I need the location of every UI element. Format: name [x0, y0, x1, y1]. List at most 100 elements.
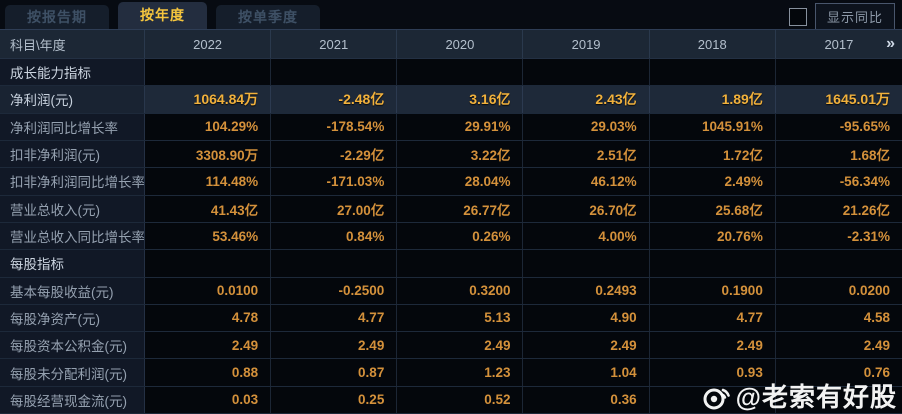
row-label: 每股指标: [0, 250, 145, 277]
table-row-undistributed-profit-per-share[interactable]: 每股未分配利润(元) 0.88 0.87 1.23 1.04 0.93 0.76: [0, 359, 902, 387]
cell-value: 2.49: [649, 332, 776, 359]
cell-value: 1.89亿: [649, 86, 776, 113]
header-year-label: 2019: [571, 36, 601, 52]
show-yoy-label[interactable]: 显示同比: [814, 3, 895, 30]
cell-value: -2.29亿: [271, 140, 398, 168]
cell-value: 1.72亿: [649, 140, 776, 168]
cell-value: 0.52: [397, 386, 524, 414]
cell-value: 0.3200: [397, 277, 524, 304]
cell-value: -2.48亿: [271, 86, 398, 113]
cell-value: 0.76: [775, 359, 902, 386]
row-label: 净利润(元): [0, 86, 145, 113]
header-year-2021: 2021: [271, 30, 398, 58]
header-year-2022: 2022: [145, 30, 272, 58]
cell-value: 27.00亿: [271, 195, 398, 222]
cell-value: 114.48%: [145, 168, 272, 195]
cell-value: 1.68亿: [775, 140, 902, 168]
table-row-net-profit-yoy[interactable]: 净利润同比增长率 104.29% -178.54% 29.91% 29.03% 1045.…: [0, 113, 902, 141]
cell-value: 0.1900: [649, 277, 776, 304]
row-label: 每股净资产(元): [0, 304, 145, 332]
cell-value: -178.54%: [271, 113, 398, 140]
row-label: 基本每股收益(元): [0, 277, 145, 304]
table-body: 成长能力指标 净利润(元) 1064.84万 -2.48亿 3.16亿 2.43亿 1.89…: [0, 59, 902, 414]
cell-value: 3.22亿: [397, 140, 524, 168]
table-row-per-share-indicators: 每股指标: [0, 250, 902, 278]
table-row-net-profit[interactable]: 净利润(元) 1064.84万 -2.48亿 3.16亿 2.43亿 1.89亿 1645.…: [0, 86, 902, 114]
row-label: 每股经营现金流(元): [0, 386, 145, 414]
cell-value: [775, 386, 902, 414]
row-label: 营业总收入同比增长率: [0, 222, 145, 250]
cell-value: 28.04%: [397, 168, 524, 195]
table-row-non-gaap-net-profit[interactable]: 扣非净利润(元) 3308.90万 -2.29亿 3.22亿 2.51亿 1.72亿 1.6…: [0, 140, 902, 169]
cell-value: 0.36: [523, 386, 650, 414]
cell-value: 4.77: [271, 304, 398, 332]
row-label: 扣非净利润(元): [0, 140, 145, 168]
cell-value: -56.34%: [775, 168, 902, 195]
table-row-total-revenue-yoy[interactable]: 营业总收入同比增长率 53.46% 0.84% 0.26% 4.00% 20.76% -2.…: [0, 222, 902, 251]
tab-strip: 按报告期 按年度 按单季度: [5, 2, 329, 29]
show-yoy-checkbox[interactable]: [788, 7, 807, 26]
cell-value: 2.49: [775, 332, 902, 359]
cell-value: [271, 59, 398, 86]
cell-value: 0.25: [271, 386, 398, 414]
cell-value: [397, 250, 524, 277]
row-label: 每股资本公积金(元): [0, 332, 145, 359]
cell-value: 1045.91%: [649, 113, 776, 140]
cell-value: [649, 250, 776, 277]
cell-value: [145, 59, 272, 86]
tab-by-year[interactable]: 按年度: [118, 2, 207, 29]
cell-value: 26.70亿: [523, 195, 650, 222]
table-row-operating-cashflow-per-share[interactable]: 每股经营现金流(元) 0.03 0.25 0.52 0.36: [0, 386, 902, 414]
cell-value: [775, 59, 902, 86]
cell-value: 3.16亿: [397, 86, 524, 113]
header-year-label: 2018: [697, 36, 727, 52]
cell-value: 4.77: [649, 304, 776, 332]
cell-value: 20.76%: [649, 222, 776, 250]
table-row-capital-reserve-per-share[interactable]: 每股资本公积金(元) 2.49 2.49 2.49 2.49 2.49 2.49: [0, 332, 902, 360]
cell-value: 1064.84万: [145, 86, 272, 113]
header-year-label: 2017: [824, 36, 854, 52]
cell-value: 4.78: [145, 304, 272, 332]
cell-value: -95.65%: [775, 113, 902, 140]
cell-value: 5.13: [397, 304, 524, 332]
cell-value: 4.90: [523, 304, 650, 332]
cell-value: 0.0200: [775, 277, 902, 304]
table-row-growth-indicators: 成长能力指标: [0, 59, 902, 87]
header-year-2019: 2019: [523, 30, 650, 58]
cell-value: 2.49: [145, 332, 272, 359]
cell-value: 4.58: [775, 304, 902, 332]
cell-value: 3308.90万: [145, 140, 272, 168]
cell-value: [649, 386, 776, 414]
table-row-total-revenue[interactable]: 营业总收入(元) 41.43亿 27.00亿 26.77亿 26.70亿 25.68亿 21…: [0, 195, 902, 223]
header-year-label: 2020: [445, 36, 475, 52]
header-corner-label: 科目\年度: [0, 30, 145, 58]
more-columns-chevron-icon[interactable]: »: [886, 35, 895, 52]
cell-value: -2.31%: [775, 222, 902, 250]
row-label: 净利润同比增长率: [0, 113, 145, 140]
table-header-row: 科目\年度 2022 2021 2020 2019 2018 2017 »: [0, 30, 902, 59]
cell-value: 0.26%: [397, 222, 524, 250]
cell-value: 2.49: [271, 332, 398, 359]
row-label: 每股未分配利润(元): [0, 359, 145, 386]
cell-value: [145, 250, 272, 277]
cell-value: 0.87: [271, 359, 398, 386]
tab-bar: 按报告期 按年度 按单季度: [0, 0, 902, 29]
tab-by-report-period[interactable]: 按报告期: [5, 5, 109, 29]
row-label: 扣非净利润同比增长率: [0, 168, 145, 195]
cell-value: 41.43亿: [145, 195, 272, 222]
table-row-non-gaap-net-profit-yoy[interactable]: 扣非净利润同比增长率 114.48% -171.03% 28.04% 46.12% 2.4…: [0, 168, 902, 196]
table-row-eps-basic[interactable]: 基本每股收益(元) 0.0100 -0.2500 0.3200 0.2493 0.1900…: [0, 277, 902, 305]
cell-value: 0.84%: [271, 222, 398, 250]
cell-value: [523, 250, 650, 277]
tab-by-quarter[interactable]: 按单季度: [216, 5, 320, 29]
cell-value: 25.68亿: [649, 195, 776, 222]
cell-value: 0.88: [145, 359, 272, 386]
cell-value: 26.77亿: [397, 195, 524, 222]
header-year-2018: 2018: [650, 30, 776, 58]
cell-value: 0.03: [145, 386, 272, 414]
cell-value: 53.46%: [145, 222, 272, 250]
header-year-2017: 2017 »: [776, 30, 902, 58]
header-year-2020: 2020: [397, 30, 524, 58]
cell-value: 2.51亿: [523, 140, 650, 168]
table-row-net-assets-per-share[interactable]: 每股净资产(元) 4.78 4.77 5.13 4.90 4.77 4.58: [0, 304, 902, 333]
